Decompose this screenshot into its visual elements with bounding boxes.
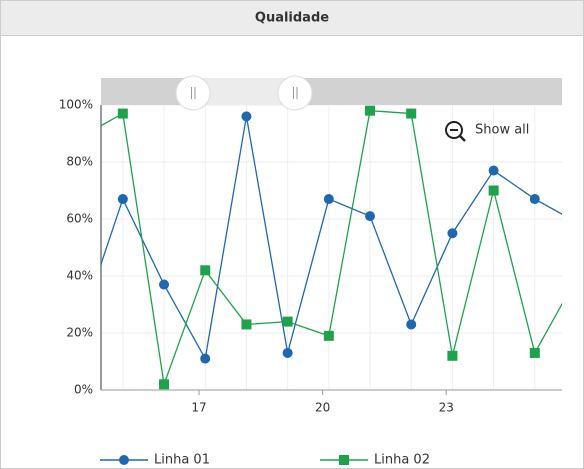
x-tick-label: 20 (315, 401, 330, 415)
zoom-icon (459, 135, 466, 142)
marker (447, 350, 458, 361)
y-tick-label: 0% (74, 383, 93, 397)
scrollbar[interactable] (101, 78, 562, 105)
marker (241, 319, 252, 330)
marker (529, 194, 540, 205)
marker (406, 108, 417, 119)
legend-label: Linha 01 (154, 453, 210, 468)
marker (200, 265, 211, 276)
scroll-handle[interactable] (277, 75, 313, 111)
marker (159, 379, 170, 390)
marker (488, 185, 499, 196)
marker (159, 279, 170, 290)
legend-marker (119, 455, 129, 465)
zoom-label: Show all (475, 123, 529, 138)
marker (323, 194, 334, 205)
y-tick-label: 20% (66, 326, 93, 340)
marker (488, 165, 499, 176)
y-tick-label: 100% (59, 98, 93, 112)
marker (241, 111, 252, 122)
marker (406, 319, 417, 330)
marker (117, 108, 128, 119)
marker (200, 353, 211, 364)
legend-marker (339, 455, 349, 465)
marker (365, 211, 376, 222)
marker (323, 330, 334, 341)
marker (282, 347, 293, 358)
zoom-button[interactable]: Show all (445, 121, 529, 142)
y-tick-label: 80% (66, 155, 93, 169)
x-tick-label: 23 (439, 401, 454, 415)
y-tick-label: 60% (66, 212, 93, 226)
legend-label: Linha 02 (374, 453, 430, 468)
marker (529, 347, 540, 358)
y-tick-label: 40% (66, 269, 93, 283)
x-tick-label: 17 (191, 401, 206, 415)
marker (365, 105, 376, 116)
scroll-handle[interactable] (175, 75, 211, 111)
marker (282, 316, 293, 327)
header (0, 0, 584, 36)
marker (447, 228, 458, 239)
plot (101, 105, 562, 390)
header-title: Qualidade (255, 11, 329, 26)
marker (117, 194, 128, 205)
zoom-icon (445, 121, 463, 139)
